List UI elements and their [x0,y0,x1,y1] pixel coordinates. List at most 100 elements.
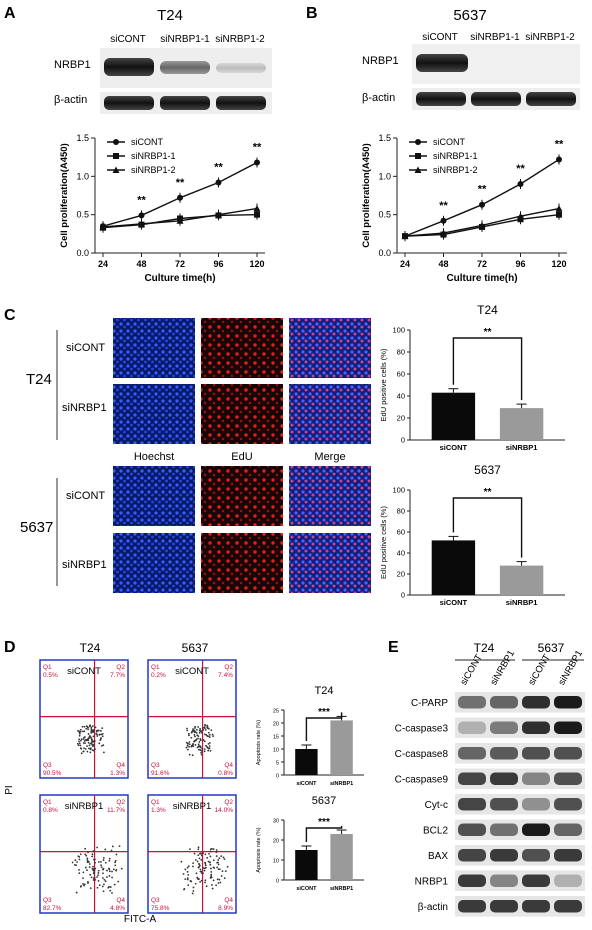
x-tick-label: 48 [136,259,146,269]
event-dot [99,738,102,740]
event-dot [90,731,93,734]
y-tick-label: 0 [276,879,279,885]
event-dot [204,862,207,865]
event-dot [94,861,96,864]
row-label: siNRBP1 [62,402,107,414]
blot-band [522,747,550,760]
data-point [254,211,260,218]
blot-band [522,874,550,887]
data-point [215,211,222,218]
event-dot [194,725,196,728]
event-dot [111,870,113,873]
event-dot [200,751,203,754]
event-dot [102,859,105,861]
blot-strip [455,692,585,713]
blot-band [471,92,521,106]
event-dot [91,743,94,746]
event-dot [182,873,185,875]
event-dot [78,856,81,858]
event-dot [207,860,210,863]
event-dot [100,733,103,736]
blot-label: NRBP1 [362,55,399,67]
y-tick-label: 0 [401,436,405,445]
blot-label: β-actin [54,94,87,106]
x-tick-label: 24 [98,259,108,269]
significance-label: ** [484,327,492,338]
event-dot [217,882,220,884]
event-dot [85,727,88,730]
quadrant-name: Q4 [116,762,125,769]
event-dot [82,883,84,885]
event-dot [208,736,211,738]
event-dot [101,735,104,738]
event-dot [102,868,104,871]
blot-band [554,696,582,709]
blot-band [458,900,486,913]
event-dot [204,727,206,730]
event-dot [204,864,207,867]
event-dot [117,880,120,883]
event-dot [118,845,121,848]
legend-marker [414,166,422,173]
event-dot [108,857,111,860]
event-dot [91,725,94,727]
event-dot [209,749,212,752]
x-tick-label: 96 [515,259,525,269]
event-dot [92,735,95,738]
event-dot [102,744,105,747]
event-dot [120,867,123,870]
data-point [556,156,562,163]
event-dot [89,887,92,889]
blot-band [416,54,468,72]
blot-band [490,798,518,811]
quadrant-name: Q1 [151,799,160,806]
x-axis-label: Culture time(h) [446,273,517,284]
blot-band [554,747,582,760]
flow-plot-label: siNRBP1 [65,801,104,812]
event-dot [113,883,116,886]
event-dot [209,848,212,851]
event-dot [217,859,220,861]
x-tick-label: siNRBP1 [330,886,353,892]
data-point [138,220,145,227]
event-dot [197,854,200,857]
event-dot [94,879,97,881]
event-dot [102,857,105,859]
micrograph-merge [289,533,371,593]
event-dot [200,879,203,882]
event-dot [216,878,219,881]
quadrant-value: 14.0% [215,807,234,814]
event-dot [215,849,218,851]
event-dot [209,850,212,853]
data-point [517,181,524,187]
blot-band [216,96,266,110]
cell-line-label: T24 [80,641,101,655]
event-dot [115,869,117,872]
event-dot [104,861,107,864]
event-dot [191,754,194,757]
event-dot [89,873,92,876]
event-dot [89,724,91,727]
y-tick-label: 20 [397,570,405,579]
data-point [176,217,184,224]
event-dot [109,889,112,892]
quadrant-value: 0.8% [43,807,58,814]
y-axis-label: Cell proliferation(A450) [361,143,372,248]
micrograph-edu [201,384,283,444]
event-dot [82,750,85,753]
event-dot [211,887,214,890]
row-label: siNRBP1 [62,559,107,571]
event-dot [206,725,209,728]
event-dot [183,888,186,890]
event-dot [76,742,79,745]
channel-label: Merge [314,451,345,463]
event-dot [200,750,203,752]
event-dot [82,738,85,741]
event-dot [87,739,90,742]
event-dot [197,878,200,881]
event-dot [221,870,224,873]
micrograph-merge [289,384,371,444]
y-tick-label: 20 [273,839,279,845]
blot-band [160,96,210,110]
